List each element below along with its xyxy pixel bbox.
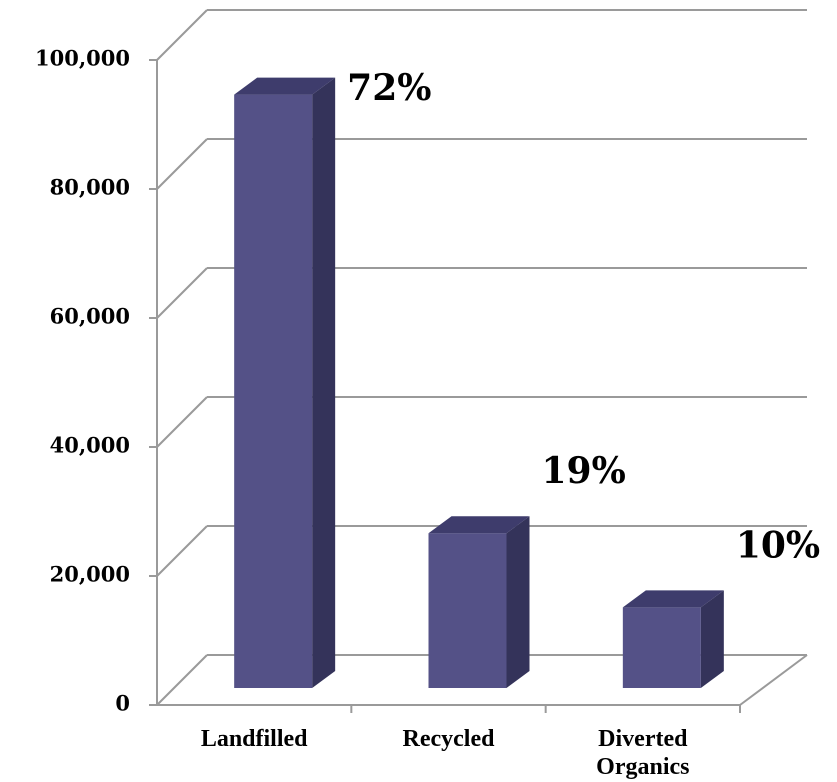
bar-top: [234, 77, 336, 95]
grid-line: [156, 267, 208, 319]
floor-edge: [739, 654, 808, 706]
y-tick-label: 100,000: [35, 46, 130, 71]
bar-side: [700, 590, 724, 688]
grid-line: [156, 654, 208, 706]
grid-line: [156, 396, 208, 448]
bar: [234, 94, 313, 689]
bar-side: [312, 77, 336, 689]
y-tick-label: 20,000: [50, 562, 130, 587]
x-tick-label: Landfilled: [201, 726, 308, 752]
bar: [428, 533, 507, 688]
y-tick-label: 40,000: [50, 433, 130, 458]
data-label: 72%: [347, 67, 431, 109]
bar-side: [506, 516, 530, 688]
x-tick-label: Diverted Organics: [596, 726, 689, 780]
grid-line: [156, 138, 208, 190]
bar-top: [428, 516, 530, 534]
y-tick-label: 60,000: [50, 304, 130, 329]
grid-line: [156, 525, 208, 577]
data-label: 10%: [736, 524, 820, 566]
bar-top: [622, 590, 724, 608]
x-tick-label: Recycled: [403, 726, 496, 752]
bar: [622, 607, 701, 688]
y-tick-label: 80,000: [50, 175, 130, 200]
data-label: 19%: [542, 450, 626, 492]
y-tick-label: 0: [115, 691, 130, 716]
grid-line: [156, 9, 208, 61]
